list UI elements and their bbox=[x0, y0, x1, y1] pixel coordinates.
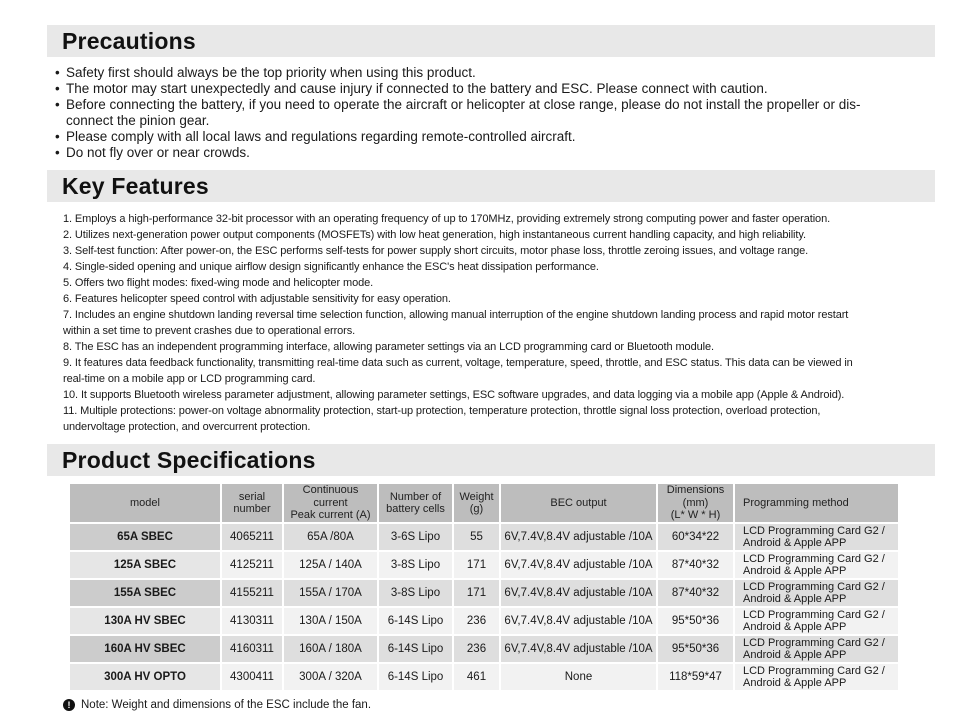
exclamation-circle-icon: ! bbox=[63, 699, 75, 711]
spec-cell: 4300411 bbox=[222, 664, 282, 690]
spec-cell: LCD Programming Card G2 / Android & Appl… bbox=[735, 608, 898, 634]
key-feature-item: 5. Offers two flight modes: fixed-wing m… bbox=[63, 277, 374, 289]
spec-column-header: Dimensions (mm) (L* W * H) bbox=[658, 484, 733, 522]
spec-cell: 60*34*22 bbox=[658, 524, 733, 550]
spec-cell: 236 bbox=[454, 608, 499, 634]
spec-column-header: Number of battery cells bbox=[379, 484, 452, 522]
spec-column-header: serial number bbox=[222, 484, 282, 522]
spec-table-row: 130A HV SBEC 4130311 130A / 150A 6-14S Lipo… bbox=[70, 608, 898, 634]
spec-cell: 236 bbox=[454, 636, 499, 662]
spec-model-cell: 300A HV OPTO bbox=[70, 664, 220, 690]
spec-cell: 6V,7.4V,8.4V adjustable /10A bbox=[501, 636, 656, 662]
spec-cell: 155A / 170A bbox=[284, 580, 377, 606]
specifications-header-bar: Product Specifications bbox=[47, 444, 935, 476]
spec-cell: 95*50*36 bbox=[658, 608, 733, 634]
key-features-list: 1. Employs a high-performance 32-bit pro… bbox=[47, 208, 935, 435]
spec-model-cell: 130A HV SBEC bbox=[70, 608, 220, 634]
spec-column-header: Continuous current Peak current (A) bbox=[284, 484, 377, 522]
note-text: Note: Weight and dimensions of the ESC i… bbox=[81, 699, 372, 711]
key-features-title: Key Features bbox=[62, 172, 209, 199]
spec-cell: 3-6S Lipo bbox=[379, 524, 452, 550]
spec-cell: 55 bbox=[454, 524, 499, 550]
spec-cell: LCD Programming Card G2 / Android & Appl… bbox=[735, 524, 898, 550]
key-features-section: Key Features 1. Employs a high-performan… bbox=[47, 170, 935, 435]
spec-cell: 3-8S Lipo bbox=[379, 552, 452, 578]
spec-cell: 160A / 180A bbox=[284, 636, 377, 662]
spec-cell: LCD Programming Card G2 / Android & Appl… bbox=[735, 552, 898, 578]
precaution-item: The motor may start unexpectedly and cau… bbox=[55, 81, 935, 97]
precaution-item: Before connecting the battery, if you ne… bbox=[55, 97, 935, 129]
spec-cell: 87*40*32 bbox=[658, 580, 733, 606]
spec-column-header: BEC output bbox=[501, 484, 656, 522]
key-feature-item: 10. It supports Bluetooth wireless param… bbox=[63, 389, 845, 401]
key-features-header-bar: Key Features bbox=[47, 170, 935, 202]
precaution-item: Please comply with all local laws and re… bbox=[55, 129, 935, 145]
spec-column-header: Programming method bbox=[735, 484, 898, 522]
spec-cell: 461 bbox=[454, 664, 499, 690]
specifications-title: Product Specifications bbox=[62, 446, 316, 473]
spec-cell: 6V,7.4V,8.4V adjustable /10A bbox=[501, 580, 656, 606]
precaution-item: Safety first should always be the top pr… bbox=[55, 65, 935, 81]
key-feature-item: 2. Utilizes next-generation power output… bbox=[63, 229, 806, 241]
spec-model-cell: 155A SBEC bbox=[70, 580, 220, 606]
spec-cell: 4160311 bbox=[222, 636, 282, 662]
key-feature-item: 11. Multiple protections: power-on volta… bbox=[63, 405, 821, 433]
key-feature-item: 3. Self-test function: After power-on, t… bbox=[63, 245, 809, 257]
spec-cell: 95*50*36 bbox=[658, 636, 733, 662]
key-feature-item: 1. Employs a high-performance 32-bit pro… bbox=[63, 213, 831, 225]
specifications-section: Product Specifications model serial numbe… bbox=[47, 444, 935, 711]
key-feature-item: 4. Single-sided opening and unique airfl… bbox=[63, 261, 599, 273]
spec-cell: 4065211 bbox=[222, 524, 282, 550]
precautions-title: Precautions bbox=[62, 27, 196, 54]
precaution-item: Do not fly over or near crowds. bbox=[55, 145, 935, 161]
key-feature-item: 6. Features helicopter speed control wit… bbox=[63, 293, 451, 305]
spec-cell: None bbox=[501, 664, 656, 690]
specifications-table-header-row: model serial number Continuous current Pea… bbox=[70, 484, 898, 522]
spec-model-cell: 160A HV SBEC bbox=[70, 636, 220, 662]
spec-table-row: 125A SBEC 4125211 125A / 140A 3-8S Lipo 171 6… bbox=[70, 552, 898, 578]
spec-cell: 65A /80A bbox=[284, 524, 377, 550]
spec-column-header: model bbox=[70, 484, 220, 522]
spec-cell: LCD Programming Card G2 / Android & Appl… bbox=[735, 580, 898, 606]
spec-table-row: 65A SBEC 4065211 65A /80A 3-6S Lipo 55 6V,7.4… bbox=[70, 524, 898, 550]
spec-cell: 4130311 bbox=[222, 608, 282, 634]
spec-table-row: 300A HV OPTO 4300411 300A / 320A 6-14S Lipo… bbox=[70, 664, 898, 690]
spec-cell: 6-14S Lipo bbox=[379, 608, 452, 634]
spec-cell: 3-8S Lipo bbox=[379, 580, 452, 606]
key-feature-item: 7. Includes an engine shutdown landing r… bbox=[63, 309, 849, 337]
spec-cell: 6V,7.4V,8.4V adjustable /10A bbox=[501, 608, 656, 634]
spec-cell: LCD Programming Card G2 / Android & Appl… bbox=[735, 636, 898, 662]
precautions-section: Precautions Safety first should always b… bbox=[47, 25, 935, 161]
spec-cell: 118*59*47 bbox=[658, 664, 733, 690]
spec-table-row: 160A HV SBEC 4160311 160A / 180A 6-14S Lipo… bbox=[70, 636, 898, 662]
spec-model-cell: 65A SBEC bbox=[70, 524, 220, 550]
key-feature-item: 9. It features data feedback functionali… bbox=[63, 357, 853, 385]
spec-cell: 6-14S Lipo bbox=[379, 664, 452, 690]
spec-cell: 300A / 320A bbox=[284, 664, 377, 690]
spec-cell: LCD Programming Card G2 / Android & Appl… bbox=[735, 664, 898, 690]
spec-column-header: Weight (g) bbox=[454, 484, 499, 522]
spec-cell: 130A / 150A bbox=[284, 608, 377, 634]
spec-cell: 4155211 bbox=[222, 580, 282, 606]
precautions-list: Safety first should always be the top pr… bbox=[47, 63, 935, 161]
spec-cell: 6V,7.4V,8.4V adjustable /10A bbox=[501, 524, 656, 550]
spec-table-row: 155A SBEC 4155211 155A / 170A 3-8S Lipo 171 6… bbox=[70, 580, 898, 606]
spec-cell: 171 bbox=[454, 580, 499, 606]
spec-model-cell: 125A SBEC bbox=[70, 552, 220, 578]
key-feature-item: 8. The ESC has an independent programmin… bbox=[63, 341, 714, 353]
specifications-table: model serial number Continuous current Pea… bbox=[68, 482, 900, 692]
spec-cell: 6-14S Lipo bbox=[379, 636, 452, 662]
precautions-header-bar: Precautions bbox=[47, 25, 935, 57]
spec-cell: 125A / 140A bbox=[284, 552, 377, 578]
note-line: ! Note: Weight and dimensions of the ESC… bbox=[63, 699, 935, 711]
spec-cell: 87*40*32 bbox=[658, 552, 733, 578]
spec-cell: 171 bbox=[454, 552, 499, 578]
spec-cell: 4125211 bbox=[222, 552, 282, 578]
spec-cell: 6V,7.4V,8.4V adjustable /10A bbox=[501, 552, 656, 578]
